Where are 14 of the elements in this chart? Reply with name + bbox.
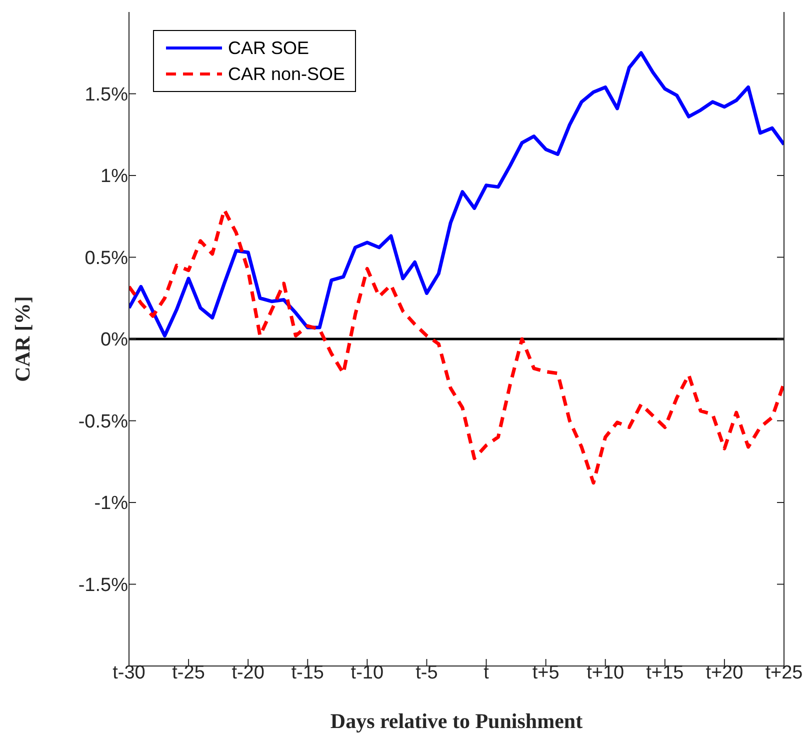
y-tick-label: 1% [100,166,128,188]
x-tick-label: t+25 [765,662,803,684]
y-tick-label: -1% [94,493,128,514]
legend-label: CAR non-SOE [228,64,346,84]
y-tick-label: -1.5% [78,574,128,596]
y-tick-label: 0% [100,330,128,351]
y-tick-label: 1.5% [84,84,128,106]
x-tick-label: t [484,662,490,684]
y-tick-label: -0.5% [78,411,128,432]
line-series [129,208,784,485]
x-axis-title: Days relative to Punishment [330,709,583,733]
legend-label: CAR SOE [228,38,310,58]
y-tick-label: 0.5% [84,248,128,269]
y-axis-title: CAR [%] [10,296,34,382]
